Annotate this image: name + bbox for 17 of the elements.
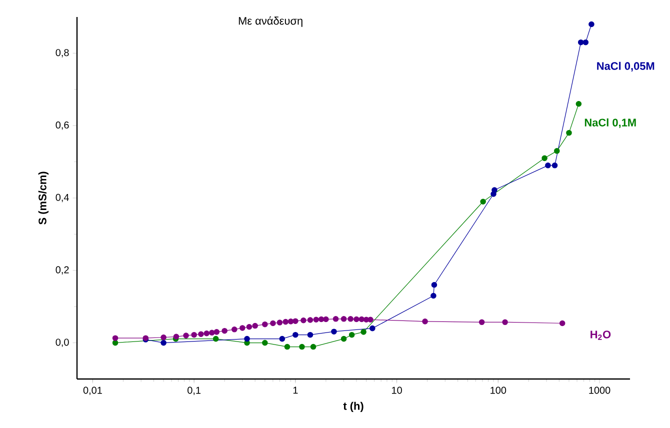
chart-title: Με ανάδευση <box>238 16 302 27</box>
x-axis-title: t (h) <box>343 402 364 412</box>
y-axis-title: S (mS/cm) <box>38 172 49 224</box>
x-tick-label: 10 <box>392 386 402 394</box>
series-label: NaCl 0,1M <box>584 118 636 128</box>
x-tick-label: 0,01 <box>83 386 102 396</box>
y-tick-label: 0,0 <box>56 338 69 347</box>
y-tick-label: 0,2 <box>56 266 69 275</box>
x-tick-label: 100 <box>490 386 506 394</box>
y-tick-label: 0,6 <box>56 121 69 130</box>
x-tick-label: 0,1 <box>188 386 201 396</box>
y-tick-label: 0,8 <box>56 49 69 58</box>
y-tick-label: 0,4 <box>56 194 69 202</box>
series-label: NaCl 0,05M <box>597 62 654 72</box>
text: H$_{2}$O <box>590 330 611 340</box>
x-tick-label: 1000 <box>589 386 610 394</box>
x-tick-label: 1 <box>293 386 298 394</box>
